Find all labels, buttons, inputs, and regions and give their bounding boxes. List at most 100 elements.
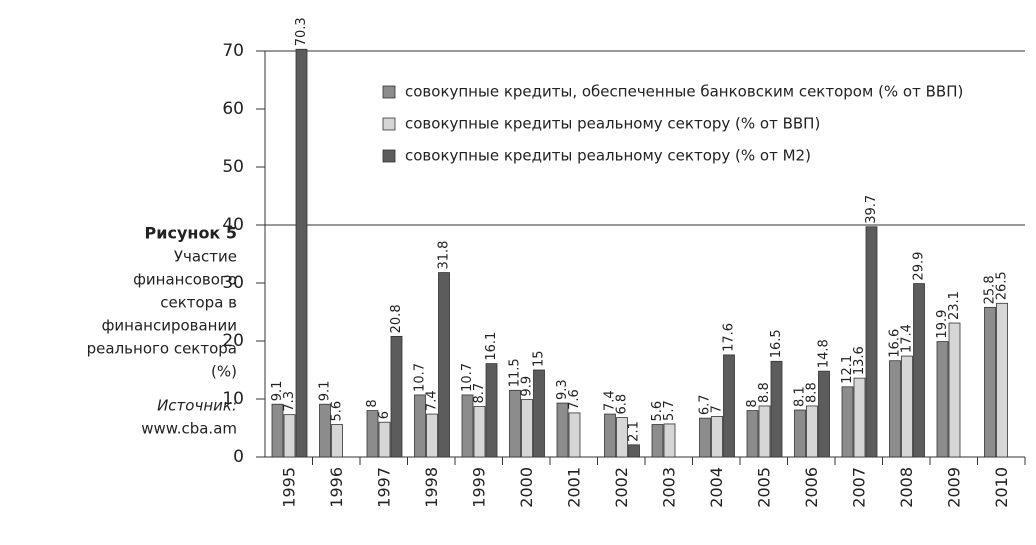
bar — [794, 409, 806, 458]
value-label: 7.4 — [425, 390, 440, 411]
value-label: 9.3 — [555, 379, 570, 400]
x-tick-label: 1997 — [374, 467, 393, 508]
bar — [319, 403, 331, 458]
value-label: 7.3 — [282, 391, 297, 412]
value-label: 29.9 — [912, 252, 927, 281]
legend-swatch — [382, 85, 396, 99]
value-label: 31.8 — [437, 241, 452, 270]
x-tick-label: 2003 — [659, 467, 678, 508]
bar — [806, 405, 818, 458]
bar — [841, 386, 854, 458]
x-tick-label: 2007 — [849, 467, 868, 508]
value-label: 8.1 — [793, 386, 808, 407]
caption-line: финансировании — [102, 317, 237, 335]
figure-label: Рисунок 5 — [145, 224, 237, 243]
value-label: 5.6 — [650, 401, 665, 422]
bar — [770, 360, 783, 458]
y-tick-label: 10 — [222, 389, 244, 409]
bar — [663, 423, 676, 458]
y-tick-label: 70 — [222, 41, 244, 61]
value-label: 9.1 — [270, 381, 285, 402]
value-label: 19.9 — [935, 310, 950, 339]
value-label: 14.8 — [817, 339, 832, 368]
value-label: 9.1 — [318, 381, 333, 402]
value-label: 16.5 — [769, 329, 784, 358]
value-label: 7 — [710, 405, 725, 413]
bar — [699, 417, 711, 458]
value-label: 8 — [365, 399, 380, 407]
value-label: 26.5 — [995, 271, 1010, 300]
bar — [889, 360, 901, 458]
legend-label: совокупные кредиты реальному сектору (% … — [405, 115, 820, 133]
caption-line: Участие — [174, 248, 237, 266]
bar — [604, 413, 616, 458]
y-tick-label: 20 — [222, 331, 244, 351]
y-tick-label: 0 — [233, 447, 244, 467]
bar — [984, 306, 996, 458]
value-label: 13.6 — [852, 346, 867, 375]
value-label: 8.8 — [805, 382, 820, 403]
value-label: 16.6 — [888, 329, 903, 358]
value-label: 8 — [745, 399, 760, 407]
source-label: Источник: — [157, 397, 237, 415]
bar — [426, 413, 438, 458]
value-label: 17.6 — [722, 323, 737, 352]
bar — [331, 424, 343, 458]
bar — [865, 226, 878, 458]
value-label: 2.1 — [627, 421, 642, 442]
value-label: 17.4 — [900, 324, 915, 353]
x-tick-label: 1998 — [422, 467, 441, 508]
bar — [438, 272, 450, 458]
value-label: 12.1 — [840, 355, 855, 384]
bar — [556, 402, 569, 458]
bar — [948, 322, 961, 458]
value-label: 16.1 — [484, 332, 499, 361]
value-label: 10.7 — [460, 363, 475, 392]
bar — [711, 415, 723, 458]
x-tick-label: 2001 — [564, 467, 583, 508]
x-tick-label: 2009 — [944, 467, 963, 508]
bar — [485, 363, 498, 458]
value-label: 70.3 — [294, 17, 309, 46]
x-tick-label: 2002 — [612, 467, 631, 508]
bar — [568, 412, 581, 458]
value-label: 11.5 — [508, 358, 523, 387]
bar — [366, 410, 379, 458]
value-label: 7.6 — [567, 389, 582, 410]
legend-swatch — [382, 117, 396, 131]
x-tick-label: 2008 — [897, 467, 916, 508]
x-tick-label: 2004 — [707, 467, 726, 508]
x-tick-label: 1995 — [279, 467, 298, 508]
value-label: 6.8 — [615, 394, 630, 415]
value-label: 5.6 — [330, 401, 345, 422]
y-tick-label: 30 — [222, 273, 244, 293]
x-tick-label: 2000 — [517, 467, 536, 508]
caption-line: финансового — [133, 271, 237, 289]
value-label: 9.9 — [520, 376, 535, 397]
bar — [936, 341, 949, 458]
bar — [901, 355, 913, 458]
bar — [378, 421, 391, 458]
value-label: 10.7 — [413, 363, 428, 392]
bar — [818, 370, 830, 458]
bar — [390, 335, 403, 458]
legend-label: совокупные кредиты, обеспеченные банковс… — [405, 83, 963, 101]
bar — [295, 48, 308, 458]
value-label: 7.4 — [603, 390, 618, 411]
caption-line: реального сектора — [87, 340, 237, 358]
y-tick-label: 40 — [222, 215, 244, 235]
value-label: 25.8 — [983, 275, 998, 304]
bar — [473, 406, 486, 458]
x-tick-label: 1996 — [327, 467, 346, 508]
value-label: 5.7 — [662, 400, 677, 421]
bar — [628, 444, 640, 458]
source: www.cba.am — [141, 420, 237, 438]
value-label: 15 — [532, 350, 547, 367]
y-tick-label: 60 — [222, 99, 244, 119]
legend-swatch — [382, 149, 396, 163]
bar — [283, 414, 296, 458]
bar — [758, 405, 771, 458]
value-label: 23.1 — [947, 291, 962, 320]
x-tick-label: 2005 — [754, 467, 773, 508]
